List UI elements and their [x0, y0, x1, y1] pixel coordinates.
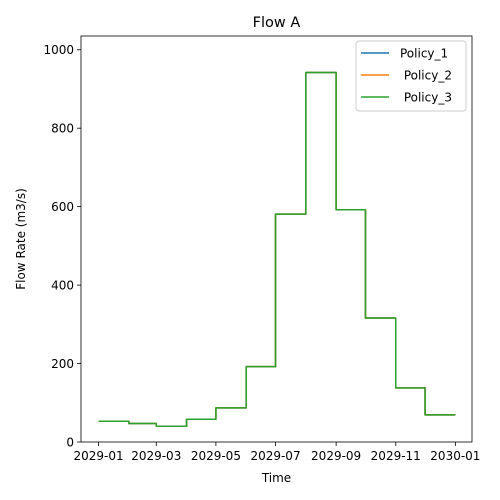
x-axis-ticks: 2029-01 2029-03 2029-05 2029-07 2029-09 2029-… [74, 442, 480, 463]
y-tick-label: 600 [51, 200, 74, 214]
y-axis-title: Flow Rate (m3/s) [14, 188, 28, 290]
y-tick-label: 800 [51, 122, 74, 136]
x-tick-label: 2029-03 [131, 449, 181, 463]
x-tick-label: 2029-07 [250, 449, 300, 463]
legend-label-1: Policy_1 [400, 47, 448, 61]
legend-box [355, 40, 467, 112]
y-tick-label: 400 [51, 279, 74, 293]
legend-label-2: Policy_2 [400, 69, 452, 83]
y-axis-ticks: 0 200 400 600 800 1000 [43, 43, 81, 450]
x-tick-label: 2029-05 [191, 449, 241, 463]
x-tick-label: 2029-09 [311, 449, 361, 463]
series-layer [98, 71, 456, 428]
plot-frame [80, 35, 473, 443]
series-line-3 [98, 71, 456, 428]
x-tick-label: 2029-11 [371, 449, 421, 463]
chart-title: Flow A [253, 15, 301, 31]
x-tick-label: 2030-01 [430, 449, 480, 463]
y-tick-label: 200 [51, 357, 74, 371]
y-tick-label: 1000 [43, 43, 74, 57]
legend: Policy_1 Policy_2 Policy_3 [355, 40, 467, 112]
x-tick-label: 2029-01 [74, 449, 124, 463]
y-tick-label: 0 [66, 436, 74, 450]
legend-label-3: Policy_3 [400, 91, 452, 105]
x-axis-title: Time [261, 471, 291, 485]
